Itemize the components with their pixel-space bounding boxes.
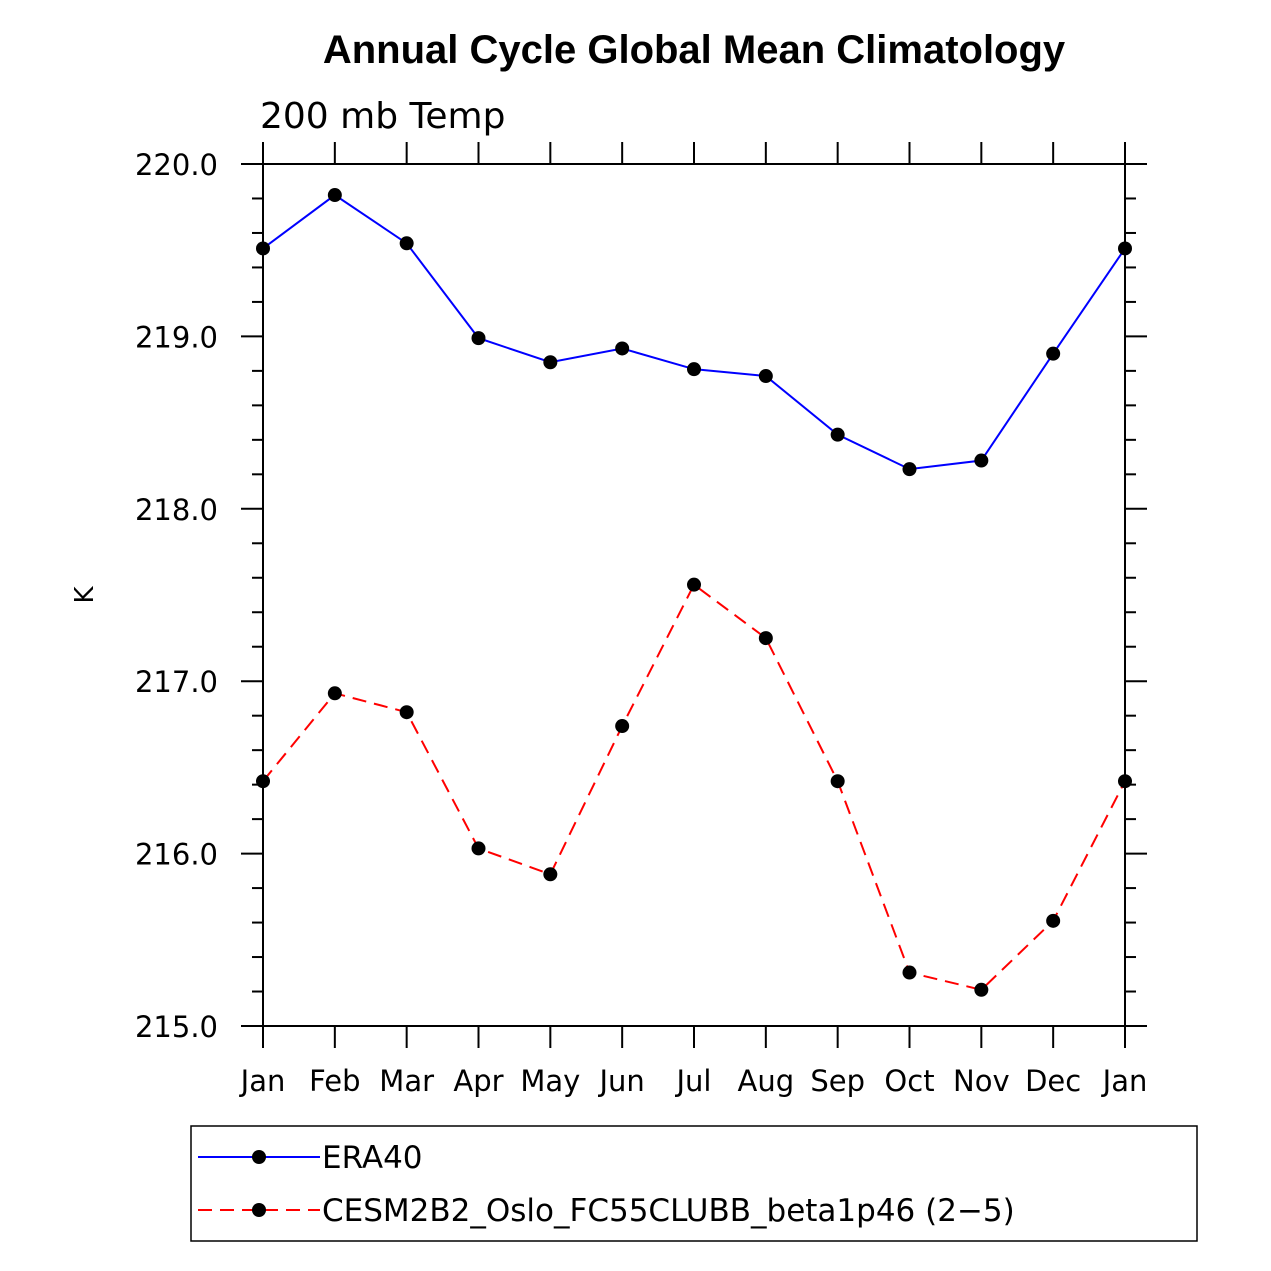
y-axis-label: K xyxy=(70,586,100,604)
data-point xyxy=(902,462,917,477)
x-tick-label: Jan xyxy=(1101,1064,1148,1098)
x-tick-label: Mar xyxy=(379,1064,434,1098)
y-tick-labels: 215.0 216.0 217.0 218.0 219.0 220.0 xyxy=(135,148,218,1044)
data-point xyxy=(1118,774,1132,789)
data-point xyxy=(471,841,486,856)
data-point xyxy=(974,982,989,997)
plot-frame xyxy=(262,163,1126,1027)
data-point xyxy=(615,719,630,734)
data-point xyxy=(1046,346,1061,361)
data-point xyxy=(902,965,917,980)
data-point xyxy=(327,686,342,701)
legend-entry-1: CESM2B2_Oslo_FC55CLUBB_beta1p46 (2−5) xyxy=(322,1193,1015,1229)
data-point xyxy=(543,867,558,882)
series-line-0 xyxy=(262,193,1126,471)
data-point xyxy=(256,774,270,789)
legend: ERA40 CESM2B2_Oslo_FC55CLUBB_beta1p46 (2−… xyxy=(198,1140,1015,1229)
data-point xyxy=(615,341,630,356)
axis-ticks xyxy=(241,142,1147,1048)
x-tick-label: Sep xyxy=(810,1064,865,1098)
x-tick-label: Aug xyxy=(738,1064,795,1098)
data-point xyxy=(399,705,414,720)
data-point xyxy=(543,355,558,370)
data-point xyxy=(1046,913,1061,928)
data-point xyxy=(687,577,701,592)
y-tick-label: 215.0 xyxy=(135,1010,218,1044)
x-tick-label: Oct xyxy=(884,1064,934,1098)
x-tick-label: Jul xyxy=(675,1064,712,1098)
series-layer xyxy=(256,188,1132,997)
data-point xyxy=(1118,241,1132,256)
data-point xyxy=(471,331,486,346)
data-point xyxy=(830,774,845,789)
data-point xyxy=(687,362,701,377)
x-tick-label: Apr xyxy=(453,1064,503,1098)
legend-marker-0 xyxy=(252,1150,266,1164)
data-point xyxy=(256,241,270,256)
data-point xyxy=(758,631,773,646)
x-tick-label: May xyxy=(520,1064,580,1098)
data-point xyxy=(974,453,989,468)
x-tick-label: Jan xyxy=(239,1064,286,1098)
x-tick-label: Feb xyxy=(309,1064,360,1098)
y-tick-label: 217.0 xyxy=(135,665,218,699)
legend-entry-0: ERA40 xyxy=(322,1140,423,1176)
legend-box xyxy=(190,1125,1198,1242)
y-tick-label: 220.0 xyxy=(135,148,218,182)
legend-marker-1 xyxy=(252,1203,266,1217)
series-line-1 xyxy=(262,583,1126,991)
x-tick-label: Dec xyxy=(1025,1064,1081,1098)
data-point xyxy=(399,236,414,251)
y-tick-label: 218.0 xyxy=(135,493,218,527)
x-tick-label: Nov xyxy=(953,1064,1010,1098)
data-point xyxy=(327,188,342,203)
y-tick-label: 216.0 xyxy=(135,838,218,872)
x-tick-label: Jun xyxy=(598,1064,645,1098)
chart-subtitle: 200 mb Temp xyxy=(260,96,505,137)
data-point xyxy=(758,369,773,384)
data-point xyxy=(830,427,845,442)
y-tick-label: 219.0 xyxy=(135,320,218,354)
chart-title: Annual Cycle Global Mean Climatology xyxy=(323,28,1066,72)
x-tick-labels: Jan Feb Mar Apr May Jun Jul Aug Sep Oct Nov Dec Jan xyxy=(239,1064,1148,1098)
